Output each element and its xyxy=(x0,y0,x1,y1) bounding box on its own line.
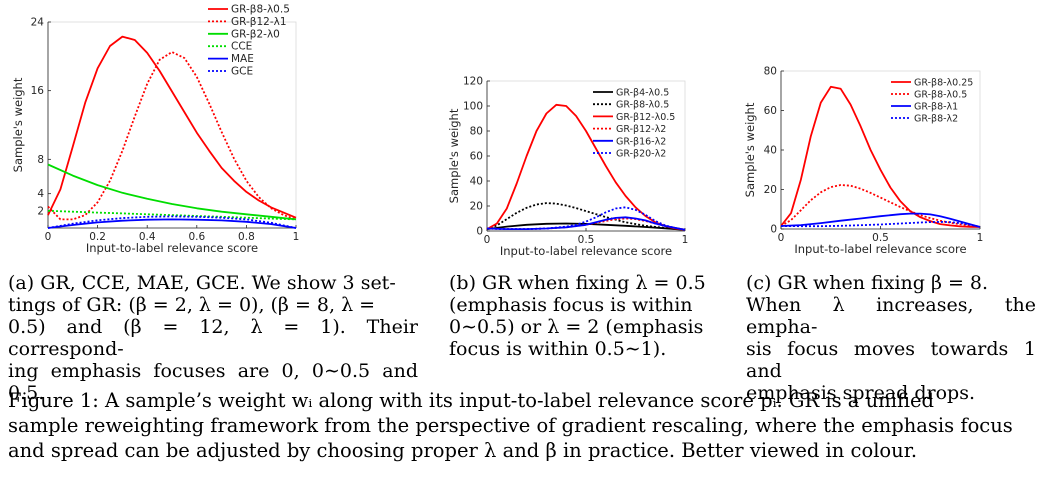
legend-label: GR-β8-λ0.25 xyxy=(914,78,973,89)
caption-a-line: tings of GR: (β = 2, λ = 0), (β = 8, λ = xyxy=(8,294,376,316)
x-tick-label: 0.5 xyxy=(872,232,889,244)
y-tick-label: 8 xyxy=(37,154,44,166)
series-line xyxy=(47,218,297,229)
legend-label: CCE xyxy=(231,41,252,53)
legend-label: GR-β8-λ2 xyxy=(914,114,958,125)
caption-b-line: 0∼0.5) or λ = 2 (emphasis xyxy=(449,316,704,338)
series-line xyxy=(486,103,686,231)
caption-b: (b) GR when fixing λ = 0.5 (emphasis foc… xyxy=(449,272,711,360)
caption-a-line: ing emphasis focuses are 0, 0∼0.5 and 0.… xyxy=(8,360,418,404)
x-tick-label: 0.6 xyxy=(188,231,205,243)
legend-label: GR-β12-λ0.5 xyxy=(616,112,675,123)
legend-label: GR-β8-λ0.5 xyxy=(914,90,967,101)
x-tick-label: 0.5 xyxy=(578,234,595,246)
legend-label: GR-β8-λ1 xyxy=(914,102,958,113)
y-tick-label: 4 xyxy=(37,188,44,200)
legend-label: GR-β8-λ0.5 xyxy=(616,100,669,111)
y-tick-label: 100 xyxy=(463,101,483,113)
y-tick-label: 24 xyxy=(31,17,45,29)
legend-label: GR-β20-λ2 xyxy=(616,149,666,160)
x-tick-label: 1 xyxy=(293,231,300,243)
x-tick-label: 1 xyxy=(977,232,984,244)
y-axis-label: Sample's weight xyxy=(743,102,757,197)
y-tick-label: 16 xyxy=(31,85,45,97)
legend-label: GR-β8-λ0.5 xyxy=(231,4,290,16)
figure-caption: Figure 1: A sample’s weight wᵢ along wit… xyxy=(8,388,1042,463)
caption-c-line: emphasis spread drops. xyxy=(746,382,976,404)
y-axis-label: Sample's weight xyxy=(11,77,25,172)
y-tick-label: 2 xyxy=(37,205,44,217)
x-tick-label: 0.2 xyxy=(89,231,106,243)
caption-c: (c) GR when fixing β = 8. When λ increas… xyxy=(746,272,1036,404)
caption-a-line: 0.5) and (β = 12, λ = 1). Their correspo… xyxy=(8,316,418,360)
caption-a: (a) GR, CCE, MAE, GCE. We show 3 set- ti… xyxy=(8,272,418,404)
caption-c-line: When λ increases, the empha- xyxy=(746,294,1036,338)
y-tick-label: 80 xyxy=(470,126,483,138)
x-tick-label: 0.8 xyxy=(238,231,255,243)
x-tick-label: 0 xyxy=(778,232,785,244)
x-tick-label: 0 xyxy=(45,231,52,243)
figure-caption-line: Figure 1: A sample’s weight wᵢ along wit… xyxy=(8,389,934,412)
x-tick-label: 1 xyxy=(682,234,689,246)
chart-b: 0 0.5 1 0 20 40 60 80 100 120 Input-to-label relev… xyxy=(447,76,689,259)
caption-c-line: sis focus moves towards 1 and xyxy=(746,338,1036,382)
y-tick-label: 20 xyxy=(470,201,483,213)
caption-a-line: (a) GR, CCE, MAE, GCE. We show 3 set- xyxy=(8,272,396,294)
y-tick-label: 80 xyxy=(764,66,777,78)
x-axis-label: Input-to-label relevance score xyxy=(794,242,966,256)
chart-c: 0 0.5 1 0 20 40 60 80 Input-to-label relevance s… xyxy=(743,66,984,257)
x-tick-label: 0.4 xyxy=(139,231,156,243)
y-axis-label: Sample's weight xyxy=(447,108,461,203)
series-line xyxy=(47,209,297,221)
y-tick-label: 0 xyxy=(476,226,483,238)
series-line xyxy=(780,212,981,228)
series-line xyxy=(486,202,686,231)
legend-label: GR-β12-λ1 xyxy=(231,16,287,28)
caption-c-line: (c) GR when fixing β = 8. xyxy=(746,272,989,294)
x-axis-label: Input-to-label relevance score xyxy=(86,241,258,255)
legend-label: GR-β16-λ2 xyxy=(616,136,666,147)
series-line xyxy=(780,85,981,228)
series-line xyxy=(47,51,297,221)
legend-label: MAE xyxy=(231,53,254,65)
figure-caption-line: and spread can be adjusted by choosing p… xyxy=(8,439,918,462)
series-line xyxy=(486,206,686,231)
caption-b-line: focus is within 0.5∼1). xyxy=(449,338,667,360)
series-line xyxy=(780,220,981,228)
series-line xyxy=(47,35,297,219)
series-line xyxy=(47,215,297,229)
caption-b-line: (emphasis focus is within xyxy=(449,294,693,316)
legend-label: GR-β12-λ2 xyxy=(616,124,666,135)
y-tick-label: 40 xyxy=(470,176,483,188)
legend-label: GR-β2-λ0 xyxy=(231,28,280,40)
y-tick-label: 20 xyxy=(764,184,777,196)
y-tick-label: 40 xyxy=(764,145,777,157)
series-line xyxy=(780,184,981,228)
caption-b-line: (b) GR when fixing λ = 0.5 xyxy=(449,272,706,294)
y-tick-label: 0 xyxy=(770,224,777,236)
figure-caption-line: sample reweighting framework from the pe… xyxy=(8,414,1013,437)
series-line xyxy=(47,163,297,221)
y-tick-label: 60 xyxy=(764,105,777,117)
legend-label: GR-β4-λ0.5 xyxy=(616,88,669,99)
x-axis-label: Input-to-label relevance score xyxy=(500,244,672,258)
legend-label: GCE xyxy=(231,66,253,78)
x-tick-label: 0 xyxy=(484,234,491,246)
y-tick-label: 120 xyxy=(463,76,483,88)
y-tick-label: 60 xyxy=(470,151,483,163)
